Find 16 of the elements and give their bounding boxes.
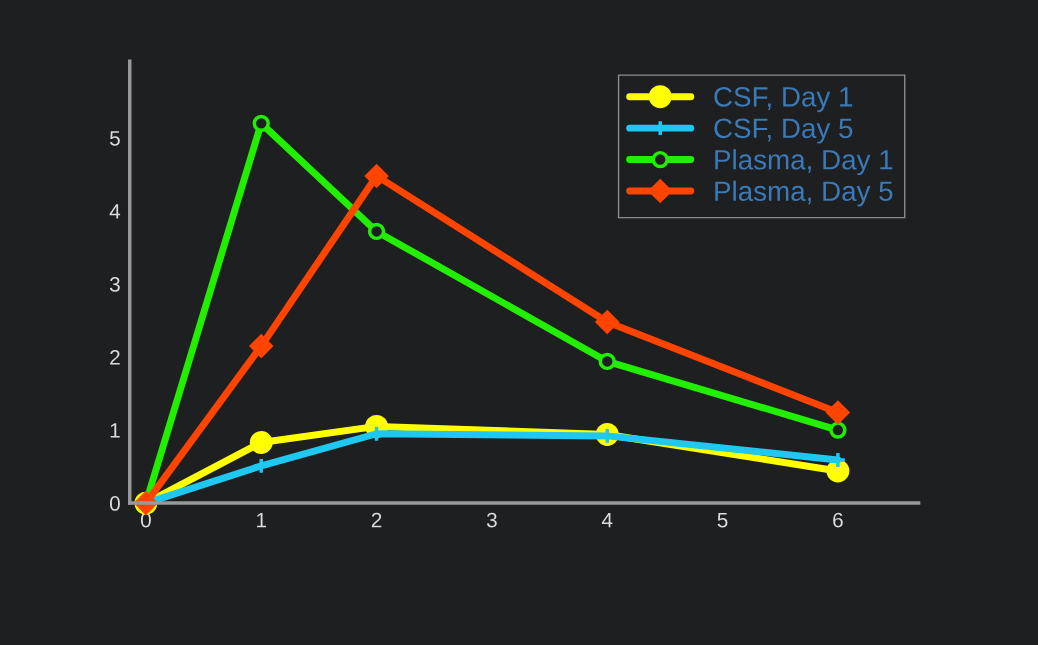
x-tick-label: 2 xyxy=(371,512,382,528)
y-tick-label: 5 xyxy=(109,131,120,146)
x-tick-label: 4 xyxy=(601,512,613,528)
legend-label: CSF, Day 5 xyxy=(714,118,853,144)
legend-label: CSF, Day 1 xyxy=(714,87,853,113)
y-tick-label: 0 xyxy=(109,496,120,511)
x-tick-label: 5 xyxy=(717,512,728,528)
x-tick-label: 3 xyxy=(486,512,497,528)
legend-label: Plasma, Day 1 xyxy=(715,149,893,176)
y-tick-label: 1 xyxy=(110,423,120,438)
y-tick-label: 4 xyxy=(109,204,121,219)
x-tick-label: 6 xyxy=(833,512,843,528)
legend-label: Plasma, Day 5 xyxy=(715,180,893,207)
x-tick-label: 1 xyxy=(257,512,267,528)
y-tick-label: 2 xyxy=(110,350,120,365)
y-tick-label: 3 xyxy=(109,277,120,292)
